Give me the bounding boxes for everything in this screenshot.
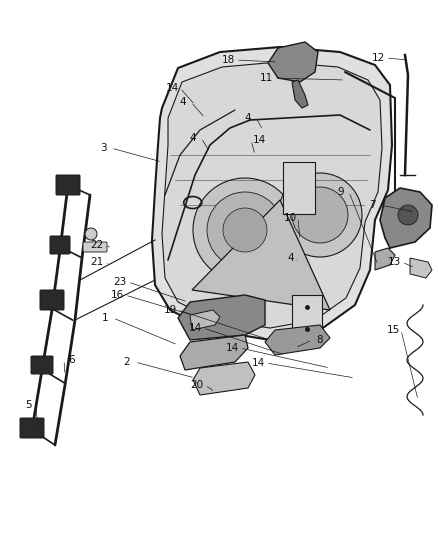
Text: 1: 1 [102, 313, 108, 323]
FancyBboxPatch shape [40, 290, 64, 310]
Circle shape [292, 187, 348, 243]
Polygon shape [192, 200, 330, 310]
Circle shape [278, 173, 362, 257]
FancyBboxPatch shape [50, 236, 70, 254]
Text: 11: 11 [259, 73, 272, 83]
Polygon shape [265, 325, 330, 355]
Text: 16: 16 [110, 290, 124, 300]
Text: 19: 19 [163, 305, 177, 315]
Polygon shape [380, 188, 432, 248]
Text: 22: 22 [90, 240, 104, 250]
Text: 4: 4 [245, 113, 251, 123]
FancyBboxPatch shape [283, 162, 315, 214]
Text: 8: 8 [317, 335, 323, 345]
Circle shape [193, 178, 297, 282]
Text: 4: 4 [180, 97, 186, 107]
FancyBboxPatch shape [292, 295, 322, 342]
Circle shape [207, 192, 283, 268]
Polygon shape [268, 42, 318, 82]
Polygon shape [375, 248, 395, 270]
Text: 10: 10 [283, 213, 297, 223]
Text: 14: 14 [226, 343, 239, 353]
Text: 18: 18 [221, 55, 235, 65]
Text: 4: 4 [288, 253, 294, 263]
Circle shape [85, 228, 97, 240]
Text: 14: 14 [188, 323, 201, 333]
Polygon shape [292, 80, 308, 108]
Text: 13: 13 [387, 257, 401, 267]
Text: 20: 20 [191, 380, 204, 390]
Text: 3: 3 [100, 143, 106, 153]
Text: 6: 6 [69, 355, 75, 365]
FancyBboxPatch shape [31, 356, 53, 374]
Polygon shape [178, 295, 265, 340]
Text: 9: 9 [338, 187, 344, 197]
Circle shape [398, 205, 418, 225]
Circle shape [223, 208, 267, 252]
Text: 5: 5 [25, 400, 31, 410]
Text: 15: 15 [386, 325, 399, 335]
Polygon shape [193, 362, 255, 395]
Text: 12: 12 [371, 53, 385, 63]
Polygon shape [410, 258, 432, 278]
Text: 14: 14 [252, 135, 265, 145]
FancyBboxPatch shape [56, 175, 80, 195]
Polygon shape [152, 47, 392, 340]
Polygon shape [162, 62, 382, 328]
Text: 2: 2 [124, 357, 131, 367]
Text: 14: 14 [166, 83, 179, 93]
Text: 4: 4 [190, 133, 196, 143]
FancyBboxPatch shape [83, 242, 107, 252]
Text: 14: 14 [251, 358, 265, 368]
Text: 7: 7 [369, 200, 375, 210]
Text: 21: 21 [90, 257, 104, 267]
Polygon shape [180, 335, 248, 370]
FancyBboxPatch shape [20, 418, 44, 438]
Polygon shape [190, 310, 220, 330]
Text: 23: 23 [113, 277, 127, 287]
